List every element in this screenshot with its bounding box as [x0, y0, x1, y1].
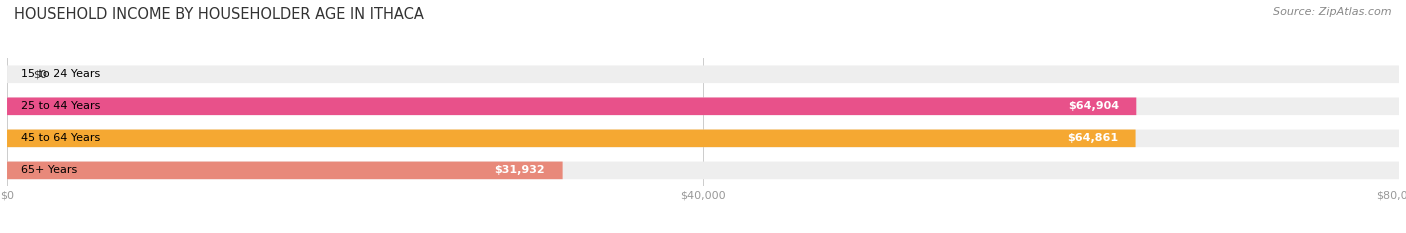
FancyBboxPatch shape	[7, 65, 1399, 83]
Text: Source: ZipAtlas.com: Source: ZipAtlas.com	[1274, 7, 1392, 17]
FancyBboxPatch shape	[7, 130, 1399, 147]
Text: $31,932: $31,932	[495, 165, 546, 175]
Text: 65+ Years: 65+ Years	[21, 165, 77, 175]
FancyBboxPatch shape	[7, 161, 1399, 179]
FancyBboxPatch shape	[7, 97, 1136, 115]
FancyBboxPatch shape	[7, 97, 1399, 115]
Text: 45 to 64 Years: 45 to 64 Years	[21, 133, 100, 143]
Text: HOUSEHOLD INCOME BY HOUSEHOLDER AGE IN ITHACA: HOUSEHOLD INCOME BY HOUSEHOLDER AGE IN I…	[14, 7, 425, 22]
Text: $0: $0	[34, 69, 48, 79]
Text: $64,861: $64,861	[1067, 133, 1118, 143]
Text: $64,904: $64,904	[1067, 101, 1119, 111]
Text: 25 to 44 Years: 25 to 44 Years	[21, 101, 100, 111]
Text: 15 to 24 Years: 15 to 24 Years	[21, 69, 100, 79]
FancyBboxPatch shape	[7, 161, 562, 179]
FancyBboxPatch shape	[7, 130, 1136, 147]
